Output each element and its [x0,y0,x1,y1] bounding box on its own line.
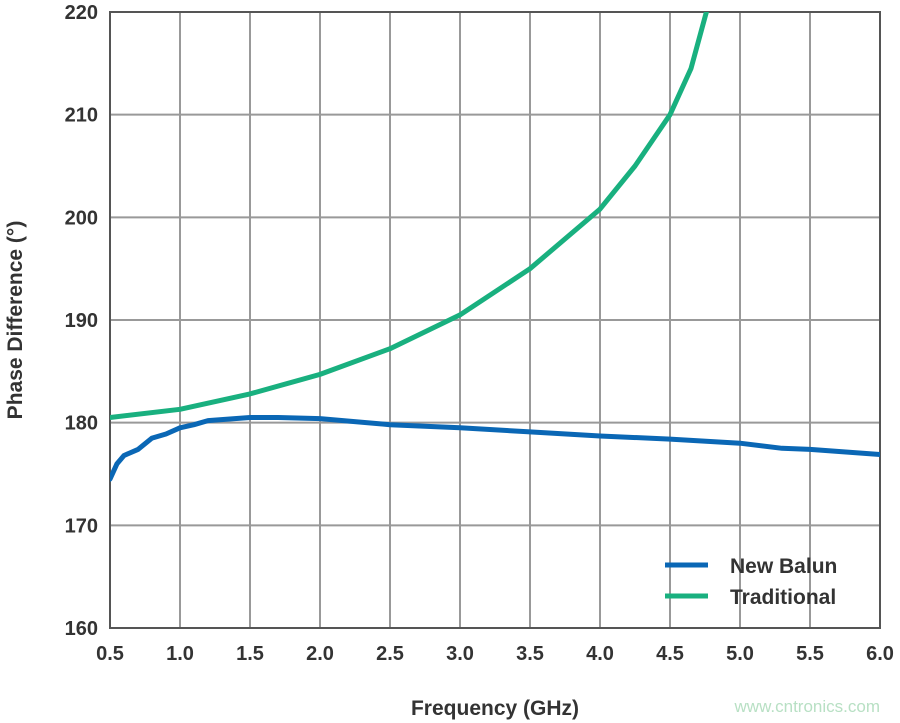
x-tick-label: 5.0 [726,643,754,665]
series-group [110,12,880,482]
y-tick-label: 210 [65,105,98,127]
series-line-new-balun [110,415,880,482]
x-tick-label: 3.0 [446,643,474,665]
y-tick-label: 180 [65,413,98,435]
y-tick-labels: 160 170 180 190 200 210 220 [65,2,98,640]
y-tick-label: 220 [65,2,98,24]
x-tick-label: 5.5 [796,643,824,665]
y-axis-label: Phase Difference (°) [4,221,27,420]
y-tick-label: 190 [65,310,98,332]
series-line-traditional [110,12,709,420]
grid [109,11,881,629]
y-tick-label: 170 [65,515,98,537]
legend: New Balun Traditional [665,555,837,609]
plot-frame [109,11,881,629]
x-tick-label: 4.0 [586,643,614,665]
x-tick-label: 0.5 [96,643,124,665]
x-tick-label: 2.5 [376,643,404,665]
y-tick-label: 200 [65,207,98,229]
x-axis-label: Frequency (GHz) [411,697,579,720]
watermark: www.cntronics.com [734,697,880,716]
x-tick-label: 1.5 [236,643,264,665]
legend-label: New Balun [730,555,837,578]
x-tick-labels: 0.5 1.0 1.5 2.0 2.5 3.0 3.5 4.0 4.5 5.0 5.5 6.0 [96,643,894,665]
x-tick-label: 3.5 [516,643,544,665]
x-tick-label: 4.5 [656,643,684,665]
x-tick-label: 1.0 [166,643,194,665]
x-tick-label: 6.0 [866,643,894,665]
legend-label: Traditional [730,586,836,609]
x-tick-label: 2.0 [306,643,334,665]
y-tick-label: 160 [65,618,98,640]
